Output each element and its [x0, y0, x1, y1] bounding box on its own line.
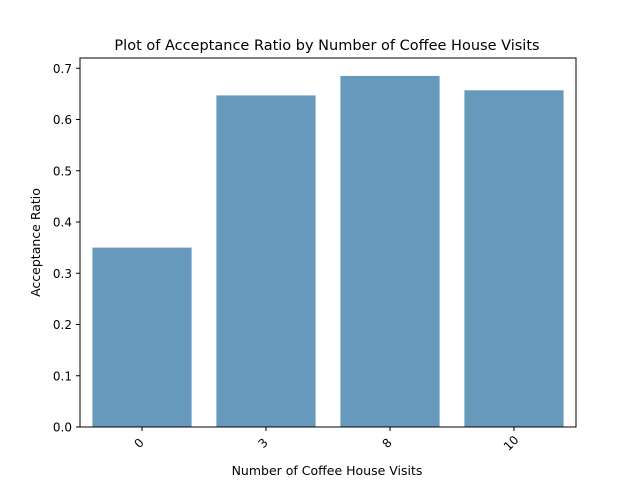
- chart-title: Plot of Acceptance Ratio by Number of Co…: [114, 38, 539, 54]
- y-tick-label-0.4: 0.4: [53, 216, 72, 230]
- plot-frame: [79, 57, 577, 428]
- bars-layer: [92, 75, 564, 427]
- x-tick-label-0: 0: [132, 436, 147, 451]
- x-tick-label-10: 10: [501, 433, 522, 454]
- y-tick-label-0.2: 0.2: [53, 318, 72, 332]
- y-axis-label: Acceptance Ratio: [28, 188, 43, 297]
- y-tick-label-0.7: 0.7: [53, 62, 72, 76]
- x-axis-label: Number of Coffee House Visits: [232, 463, 423, 478]
- bar-0: [92, 247, 192, 427]
- bar-8: [340, 75, 440, 427]
- x-tick-label-8: 8: [380, 436, 395, 451]
- y-tick-label-0.0: 0.0: [53, 421, 72, 435]
- y-tick-label-0.1: 0.1: [53, 369, 72, 383]
- y-tick-label-0.6: 0.6: [53, 113, 72, 127]
- x-tick-label-3: 3: [256, 436, 271, 451]
- bar-10: [464, 90, 564, 427]
- y-tick-label-0.3: 0.3: [53, 267, 72, 281]
- y-tick-label-0.5: 0.5: [53, 164, 72, 178]
- bar-3: [216, 95, 316, 427]
- axes-layer: 0 3 8 10 0.0 0.1 0.2 0.3 0.4 0.5 0.6 0.7: [53, 57, 577, 454]
